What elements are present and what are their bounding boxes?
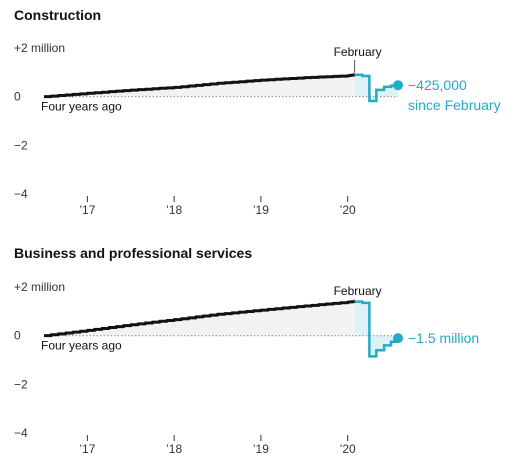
baseline-start-label: Four years ago: [41, 339, 122, 353]
y-tick-label: −2: [14, 138, 28, 152]
x-tick-label: ’18: [166, 203, 182, 217]
construction-panel: Construction +2 million 0 −2 −4 ’17 ’18 ’19 ’20…: [14, 7, 501, 217]
end-change-label: −1.5 million: [408, 330, 479, 346]
endpoint-dot: [393, 333, 403, 344]
x-tick-label: ’18: [166, 442, 182, 456]
chart-title: Construction: [14, 7, 101, 23]
area-after: [354, 74, 398, 102]
series-line-before: [44, 73, 357, 99]
y-tick-label: 0: [14, 90, 21, 104]
x-tick-label: ’20: [340, 442, 356, 456]
series-line-before: [44, 300, 357, 338]
y-tick-label: −4: [14, 426, 28, 440]
y-tick-label: −2: [14, 377, 28, 391]
x-tick-label: ’17: [79, 203, 95, 217]
x-tick-label: ’19: [253, 203, 269, 217]
business-services-panel: Business and professional services +2 mi…: [14, 245, 479, 456]
series-line-after: [354, 73, 400, 103]
endpoint-dot: [393, 80, 403, 91]
y-tick-label: 0: [14, 329, 21, 343]
end-change-label: since February: [408, 97, 501, 113]
end-change-label: −425,000: [408, 77, 467, 93]
baseline-start-label: Four years ago: [41, 100, 122, 114]
x-tick-label: ’17: [79, 442, 95, 456]
chart-title: Business and professional services: [14, 245, 252, 261]
area-after: [354, 301, 398, 357]
february-label: February: [334, 284, 382, 298]
x-tick-label: ’20: [340, 203, 356, 217]
y-tick-label: +2 million: [14, 41, 65, 55]
x-tick-label: ’19: [253, 442, 269, 456]
series-line-after: [354, 300, 400, 358]
y-tick-label: −4: [14, 187, 28, 201]
y-tick-label: +2 million: [14, 280, 65, 294]
february-label: February: [334, 45, 382, 59]
